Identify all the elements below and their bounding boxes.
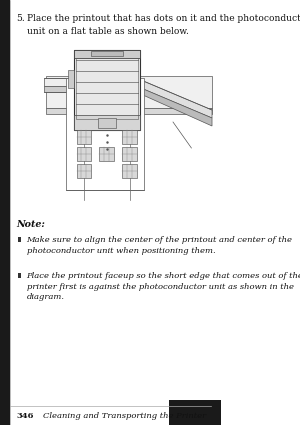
Text: 5.: 5. bbox=[16, 14, 25, 23]
Text: Place the printout faceup so the short edge that comes out of the
printer first : Place the printout faceup so the short e… bbox=[26, 272, 300, 301]
Bar bbox=[91, 51, 123, 56]
Bar bbox=[18, 237, 21, 242]
Text: Make sure to align the center of the printout and center of the
photoconductor u: Make sure to align the center of the pri… bbox=[26, 236, 292, 255]
Polygon shape bbox=[136, 78, 212, 118]
Bar bbox=[68, 70, 74, 88]
Text: Cleaning and Transporting the Printer: Cleaning and Transporting the Printer bbox=[43, 412, 206, 420]
Polygon shape bbox=[44, 78, 136, 86]
Bar bbox=[74, 115, 140, 130]
Bar bbox=[76, 147, 91, 161]
Polygon shape bbox=[136, 86, 212, 126]
Bar bbox=[74, 50, 140, 58]
Bar bbox=[18, 273, 21, 278]
Polygon shape bbox=[44, 86, 136, 92]
Bar bbox=[0, 0, 10, 425]
Bar bbox=[122, 147, 137, 161]
Bar bbox=[99, 147, 114, 161]
Bar bbox=[98, 118, 116, 128]
Bar bbox=[122, 164, 137, 178]
Polygon shape bbox=[46, 76, 212, 108]
Text: 346: 346 bbox=[16, 412, 34, 420]
Bar bbox=[74, 50, 140, 130]
Text: Note:: Note: bbox=[16, 220, 45, 229]
Bar bbox=[76, 58, 138, 119]
Bar bbox=[76, 130, 91, 144]
Bar bbox=[66, 78, 144, 190]
Bar bbox=[76, 164, 91, 178]
Bar bbox=[122, 130, 137, 144]
Text: Place the printout that has dots on it and the photoconductor
unit on a flat tab: Place the printout that has dots on it a… bbox=[26, 14, 300, 36]
Polygon shape bbox=[46, 108, 212, 114]
Bar bbox=[169, 400, 221, 425]
